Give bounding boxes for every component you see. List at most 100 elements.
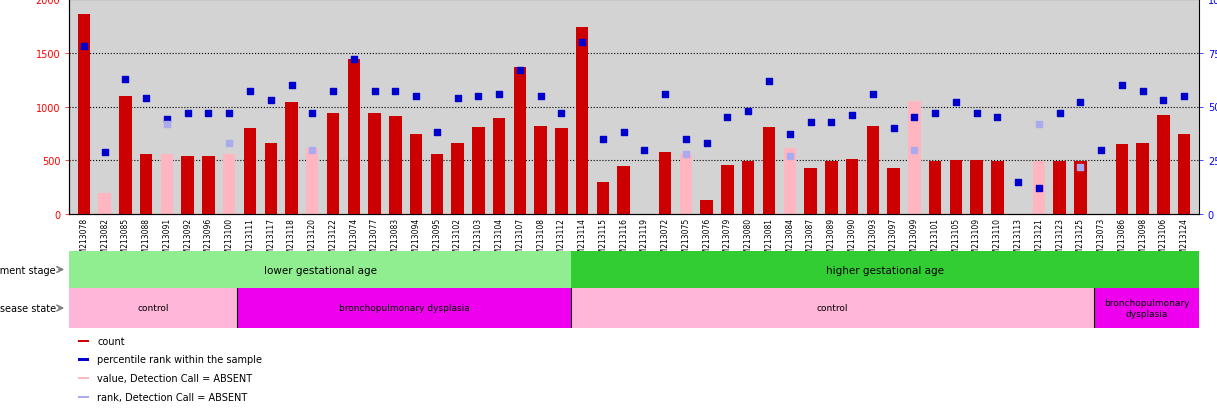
- Point: [136, 95, 156, 102]
- Point: [635, 147, 655, 154]
- Point: [1112, 83, 1132, 89]
- Point: [884, 126, 903, 132]
- Bar: [571, 288, 1094, 328]
- Point: [157, 121, 176, 128]
- Point: [469, 93, 488, 100]
- Point: [1030, 185, 1049, 192]
- Bar: [161, 154, 173, 214]
- Point: [1009, 179, 1028, 185]
- Bar: [949, 161, 963, 214]
- Bar: [369, 114, 381, 214]
- Bar: [991, 162, 1004, 214]
- Bar: [140, 154, 152, 214]
- Point: [572, 40, 591, 46]
- Bar: [389, 117, 402, 214]
- Point: [1133, 89, 1152, 95]
- Bar: [493, 119, 505, 214]
- Bar: [236, 288, 571, 328]
- Text: higher gestational age: higher gestational age: [826, 265, 944, 275]
- Bar: [722, 165, 734, 214]
- Point: [324, 89, 343, 95]
- Bar: [555, 129, 567, 214]
- Point: [344, 57, 364, 63]
- Point: [656, 91, 675, 98]
- Bar: [1075, 204, 1087, 214]
- Bar: [970, 161, 983, 214]
- Point: [759, 78, 779, 85]
- Text: control: control: [138, 304, 169, 313]
- Text: development stage: development stage: [0, 265, 56, 275]
- Point: [1174, 93, 1194, 100]
- Point: [531, 93, 550, 100]
- Bar: [1033, 162, 1045, 214]
- Point: [95, 149, 114, 156]
- Bar: [202, 157, 214, 214]
- Text: control: control: [817, 304, 848, 313]
- Point: [946, 100, 965, 106]
- Bar: [1178, 135, 1190, 214]
- Bar: [680, 154, 692, 214]
- Bar: [596, 182, 610, 214]
- Point: [801, 119, 820, 126]
- Point: [1154, 97, 1173, 104]
- Bar: [119, 97, 131, 214]
- Bar: [452, 144, 464, 214]
- Point: [116, 76, 135, 83]
- Point: [1071, 100, 1090, 106]
- Point: [365, 89, 385, 95]
- Bar: [78, 377, 89, 379]
- Point: [178, 110, 197, 117]
- Text: count: count: [97, 336, 124, 346]
- Point: [904, 147, 924, 154]
- Text: rank, Detection Call = ABSENT: rank, Detection Call = ABSENT: [97, 392, 247, 402]
- Point: [842, 112, 862, 119]
- Bar: [69, 252, 571, 288]
- Text: disease state: disease state: [0, 303, 56, 313]
- Point: [863, 91, 882, 98]
- Bar: [181, 157, 194, 214]
- Point: [219, 140, 239, 147]
- Point: [718, 115, 738, 121]
- Bar: [1075, 162, 1087, 214]
- Bar: [825, 162, 837, 214]
- Text: value, Detection Call = ABSENT: value, Detection Call = ABSENT: [97, 373, 252, 383]
- Bar: [576, 28, 588, 214]
- Bar: [78, 358, 89, 361]
- Bar: [410, 135, 422, 214]
- Point: [1092, 147, 1111, 154]
- Bar: [658, 152, 672, 214]
- Point: [219, 110, 239, 117]
- Point: [677, 151, 696, 158]
- Point: [427, 130, 447, 136]
- Bar: [887, 169, 899, 214]
- Point: [406, 93, 426, 100]
- Bar: [69, 288, 236, 328]
- Bar: [78, 340, 89, 342]
- Text: bronchopulmonary
dysplasia: bronchopulmonary dysplasia: [1104, 299, 1189, 318]
- Bar: [1094, 288, 1199, 328]
- Bar: [846, 160, 858, 214]
- Bar: [327, 114, 340, 214]
- Text: lower gestational age: lower gestational age: [264, 265, 377, 275]
- Point: [780, 153, 800, 160]
- Bar: [784, 149, 796, 214]
- Point: [613, 130, 633, 136]
- Point: [1030, 121, 1049, 128]
- Point: [282, 83, 302, 89]
- Point: [697, 140, 717, 147]
- Point: [74, 44, 94, 50]
- Bar: [1137, 144, 1149, 214]
- Bar: [285, 103, 298, 214]
- Point: [925, 110, 944, 117]
- Bar: [929, 162, 941, 214]
- Bar: [348, 60, 360, 214]
- Point: [260, 97, 280, 104]
- Bar: [305, 149, 319, 214]
- Point: [386, 89, 405, 95]
- Text: bronchopulmonary dysplasia: bronchopulmonary dysplasia: [338, 304, 470, 313]
- Point: [1071, 164, 1090, 171]
- Point: [821, 119, 841, 126]
- Bar: [223, 154, 235, 214]
- Bar: [1054, 162, 1066, 214]
- Bar: [742, 162, 755, 214]
